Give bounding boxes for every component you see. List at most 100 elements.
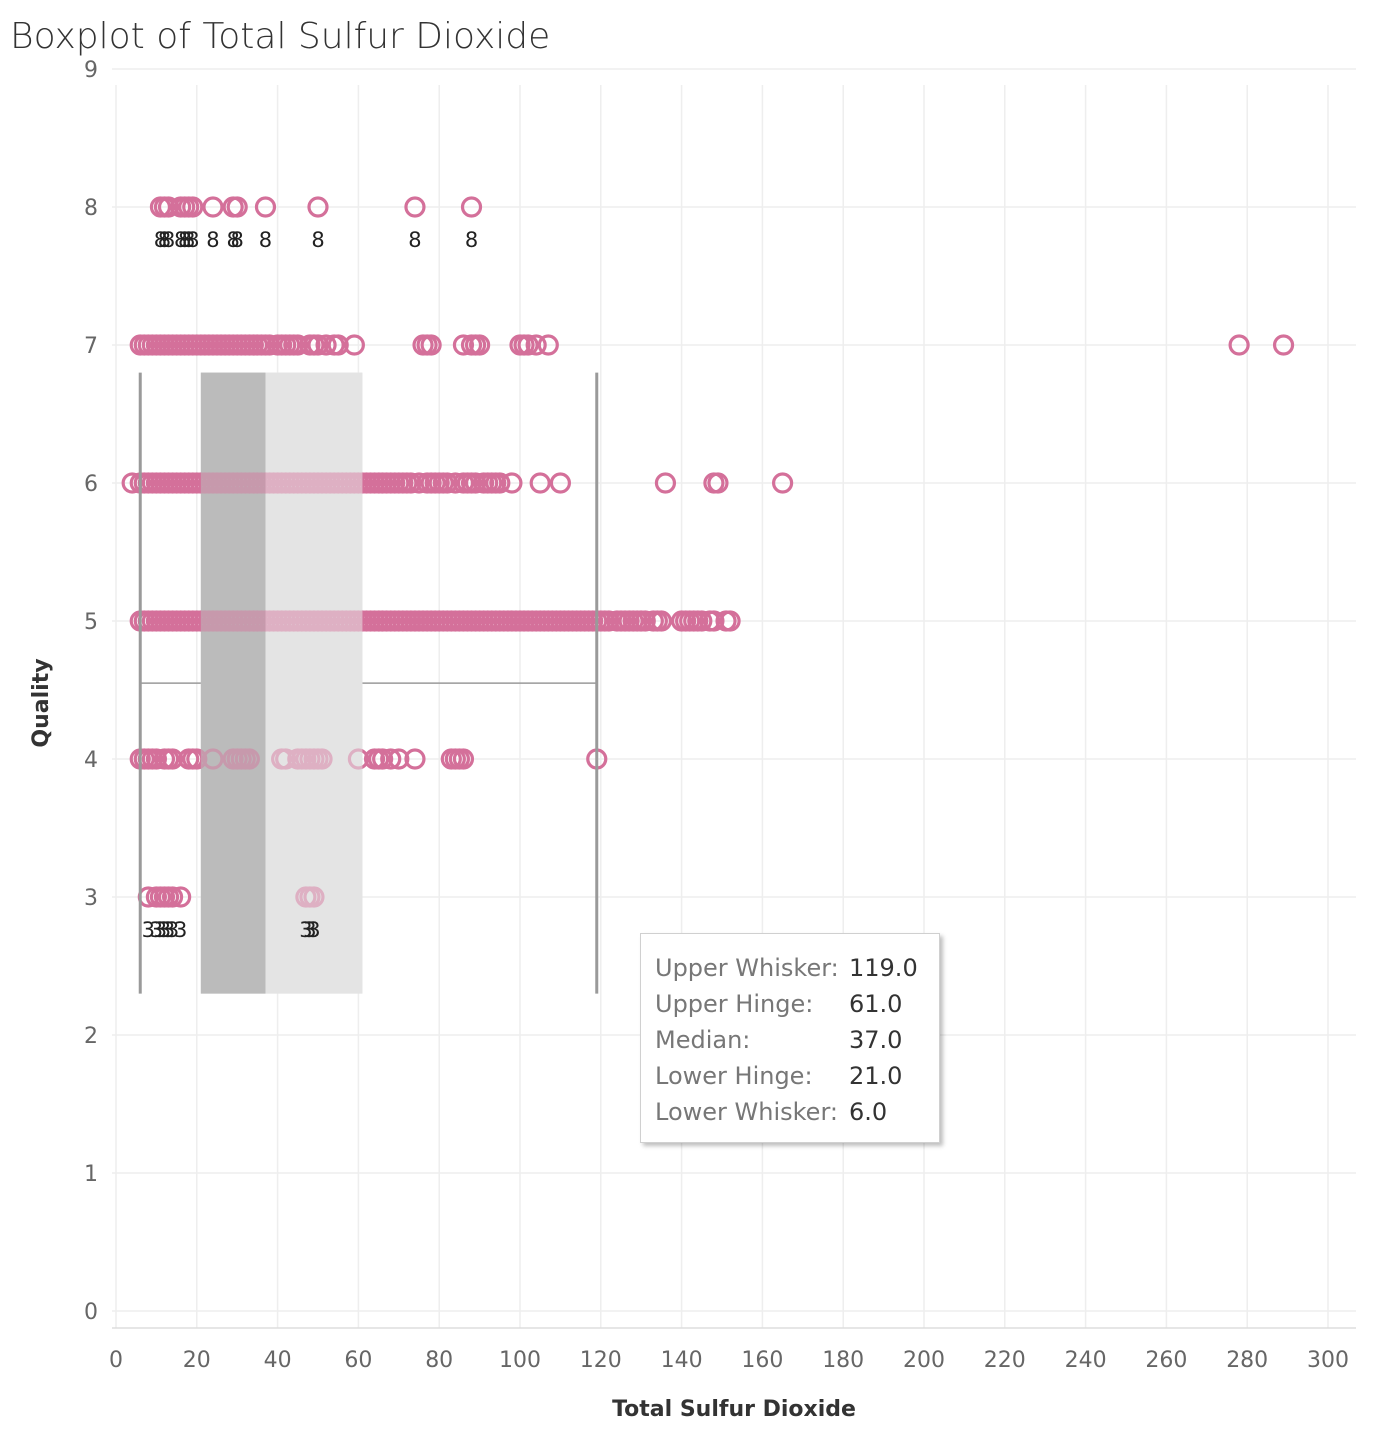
- point-label: 8: [226, 228, 239, 252]
- point-label: 8: [178, 228, 191, 252]
- y-tick-label: 0: [84, 1300, 98, 1325]
- x-tick-label: 140: [661, 1348, 703, 1373]
- y-tick-label: 4: [84, 748, 98, 773]
- x-tick-label: 220: [984, 1348, 1026, 1373]
- tooltip-label: Upper Hinge:: [655, 990, 814, 1018]
- data-point: [400, 472, 422, 494]
- point-label: 8: [465, 228, 478, 252]
- x-tick-label: 180: [822, 1348, 864, 1373]
- box-overlay: [138, 372, 599, 994]
- data-point: [307, 196, 329, 218]
- chart-title: Boxplot of Total Sulfur Dioxide: [10, 16, 551, 57]
- tooltip-label: Lower Hinge:: [655, 1062, 813, 1090]
- point-label: 8: [311, 228, 324, 252]
- x-tick-label: 80: [425, 1348, 453, 1373]
- point-label: 8: [174, 228, 187, 252]
- x-tick-label: 20: [183, 1348, 211, 1373]
- y-axis-title: Quality: [29, 658, 54, 747]
- point-label: 3: [150, 918, 163, 942]
- data-point: [157, 196, 180, 218]
- data-point: [408, 472, 430, 494]
- y-tick-label: 1: [84, 1162, 98, 1187]
- data-point: [444, 472, 466, 494]
- tooltip-label: Median:: [655, 1026, 751, 1054]
- tooltip-row-lower-hinge: Lower Hinge: 21.0: [655, 1058, 939, 1094]
- data-point: [145, 748, 167, 770]
- data-point: [327, 334, 349, 356]
- data-point: [404, 196, 426, 218]
- y-tick-label: 9: [84, 58, 98, 83]
- x-tick-label: 0: [109, 1348, 123, 1373]
- point-label: 3: [166, 918, 179, 942]
- point-label: 8: [231, 228, 244, 252]
- x-tick-label: 280: [1226, 1348, 1268, 1373]
- point-label: 3: [307, 918, 320, 942]
- data-point: [452, 748, 475, 770]
- data-point: [388, 748, 410, 770]
- x-tick-label: 200: [903, 1348, 945, 1373]
- data-point: [315, 334, 337, 356]
- data-point: [436, 472, 458, 494]
- data-point: [1228, 334, 1250, 356]
- x-tick-label: 40: [264, 1348, 292, 1373]
- point-label: 3: [158, 918, 171, 942]
- x-tick-label: 240: [1065, 1348, 1107, 1373]
- point-label: 3: [162, 918, 175, 942]
- point-label: 3: [142, 918, 155, 942]
- point-label: 3: [174, 918, 187, 942]
- data-point: [226, 196, 248, 218]
- x-tick-label: 120: [580, 1348, 622, 1373]
- data-point: [287, 334, 309, 356]
- data-point: [202, 196, 224, 218]
- tooltip-value: 119.0: [849, 954, 918, 982]
- tooltip-row-upper-whisker: Upper Whisker: 119.0: [655, 950, 939, 986]
- data-point: [529, 472, 551, 494]
- data-point: [549, 472, 572, 494]
- tooltip-value: 21.0: [849, 1062, 903, 1090]
- data-point: [517, 334, 539, 356]
- y-tick-label: 7: [84, 334, 98, 359]
- point-label: 8: [186, 228, 199, 252]
- data-point: [258, 334, 281, 356]
- point-label: 8: [259, 228, 272, 252]
- data-point: [343, 334, 365, 356]
- data-point: [372, 748, 394, 770]
- data-point: [254, 196, 277, 218]
- tooltip-label: Upper Whisker:: [655, 954, 839, 982]
- y-tick-label: 2: [84, 1024, 98, 1049]
- data-point: [161, 748, 184, 770]
- x-axis-ticks: 0 20 40 60 80 100 120 140 160 180 200 220 240 260 280 3…: [109, 1348, 1349, 1373]
- data-point: [634, 610, 656, 632]
- data-point: [452, 334, 475, 356]
- y-tick-label: 8: [84, 196, 98, 221]
- tooltip-label: Lower Whisker:: [655, 1098, 838, 1126]
- point-label: 8: [408, 228, 421, 252]
- x-axis-title: Total Sulfur Dioxide: [612, 1397, 856, 1422]
- point-label: 3: [299, 918, 312, 942]
- box-lower-overlay: [200, 372, 266, 994]
- x-tick-label: 60: [344, 1348, 372, 1373]
- tooltip-value: 6.0: [849, 1098, 888, 1126]
- data-point: [1272, 334, 1295, 356]
- data-point: [719, 610, 741, 632]
- data-point: [489, 472, 511, 494]
- summary-tooltip: Upper Whisker: 119.0 Upper Hinge: 61.0 M…: [640, 933, 940, 1143]
- point-label: 8: [158, 228, 171, 252]
- data-point: [598, 610, 620, 632]
- data-point: [161, 886, 184, 908]
- data-point: [460, 196, 483, 218]
- point-label: 3: [303, 918, 316, 942]
- data-point: [691, 610, 713, 632]
- point-label: 8: [154, 228, 167, 252]
- point-label: 8: [162, 228, 175, 252]
- tooltip-row-median: Median: 37.0: [655, 1022, 939, 1058]
- data-point: [420, 334, 442, 356]
- x-tick-label: 160: [741, 1348, 783, 1373]
- data-point: [170, 886, 192, 908]
- y-tick-label: 3: [84, 886, 98, 911]
- x-tick-label: 300: [1307, 1348, 1349, 1373]
- data-point: [703, 610, 725, 632]
- box-upper-overlay: [265, 372, 363, 994]
